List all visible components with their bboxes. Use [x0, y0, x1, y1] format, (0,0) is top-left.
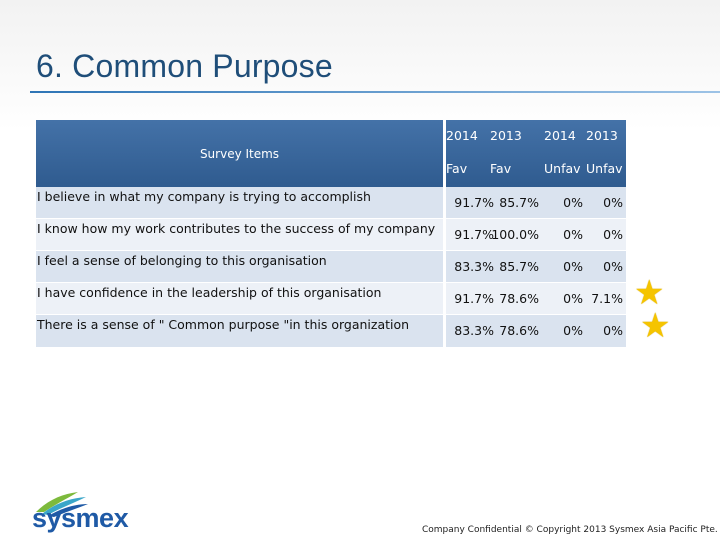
- header-col2-type: Fav: [490, 161, 512, 176]
- row-value-2014-fav: 83.3%: [454, 259, 494, 274]
- title-divider: [30, 91, 720, 93]
- header-col3-type: Unfav: [544, 161, 581, 176]
- row-value-2013-unfav: 0%: [603, 323, 623, 338]
- sysmex-logo-text: sysmex: [32, 503, 129, 533]
- star-icon: ★: [640, 307, 671, 345]
- table-row: I believe in what my company is trying t…: [36, 187, 626, 219]
- footer-copyright: Company Confidential © Copyright 2013 Sy…: [422, 525, 720, 535]
- header-col1-type: Fav: [446, 161, 468, 176]
- row-item: I believe in what my company is trying t…: [37, 189, 371, 204]
- row-value-2014-unfav: 0%: [563, 291, 583, 306]
- row-item: There is a sense of " Common purpose "in…: [37, 317, 410, 332]
- row-divider: [36, 218, 626, 219]
- row-value-2013-unfav: 7.1%: [591, 291, 623, 306]
- row-value-2014-unfav: 0%: [563, 259, 583, 274]
- row-value-2013-unfav: 0%: [603, 259, 623, 274]
- row-item: I know how my work contributes to the su…: [37, 221, 436, 236]
- survey-table: Survey Items 2014 2013 2014 2013 Fav Fav…: [36, 120, 626, 347]
- header-col4-year: 2013: [586, 128, 618, 143]
- row-value-2013-unfav: 0%: [603, 227, 623, 242]
- row-value-2013-unfav: 0%: [603, 195, 623, 210]
- row-divider: [36, 314, 626, 315]
- table-row: I feel a sense of belonging to this orga…: [36, 251, 626, 283]
- header-col4-type: Unfav: [586, 161, 623, 176]
- row-value-2014-fav: 91.7%: [454, 291, 494, 306]
- header-col1-year: 2014: [446, 128, 478, 143]
- header-year-columns: 2014 2013 2014 2013 Fav Fav Unfav Unfav: [446, 120, 626, 187]
- slide-title: 6. Common Purpose: [36, 48, 333, 84]
- header-col2-year: 2013: [490, 128, 522, 143]
- header-survey-items: Survey Items: [36, 120, 443, 187]
- header-gap: [443, 120, 446, 187]
- star-icon: ★: [634, 274, 665, 312]
- row-divider: [36, 282, 626, 283]
- sysmex-logo-mark-icon: [36, 492, 88, 517]
- row-item: I have confidence in the leadership of t…: [37, 285, 382, 300]
- row-item: I feel a sense of belonging to this orga…: [37, 253, 327, 268]
- table-row: There is a sense of " Common purpose "in…: [36, 315, 626, 347]
- row-value-2014-fav: 91.7%: [454, 195, 494, 210]
- row-value-2013-fav: 100.0%: [491, 227, 539, 242]
- table-row: I have confidence in the leadership of t…: [36, 283, 626, 315]
- header-survey-items-label: Survey Items: [199, 146, 280, 161]
- row-value-2014-unfav: 0%: [563, 323, 583, 338]
- row-value-2014-unfav: 0%: [563, 227, 583, 242]
- row-divider: [36, 250, 626, 251]
- row-value-2014-unfav: 0%: [563, 195, 583, 210]
- row-value-2013-fav: 78.6%: [499, 291, 539, 306]
- row-value-2014-fav: 91.7%: [454, 227, 494, 242]
- row-value-2014-fav: 83.3%: [454, 323, 494, 338]
- row-value-2013-fav: 85.7%: [499, 195, 539, 210]
- row-value-2013-fav: 85.7%: [499, 259, 539, 274]
- header-col3-year: 2014: [544, 128, 576, 143]
- table-row: I know how my work contributes to the su…: [36, 219, 626, 251]
- row-value-2013-fav: 78.6%: [499, 323, 539, 338]
